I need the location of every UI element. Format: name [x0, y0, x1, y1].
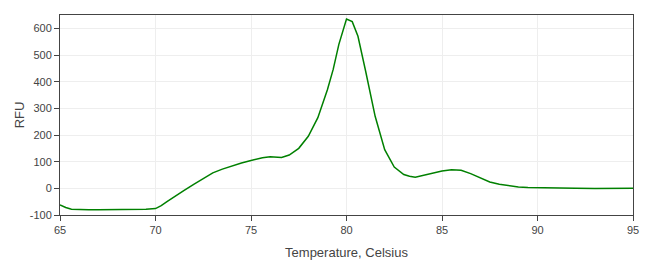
- svg-text:600: 600: [33, 22, 51, 34]
- svg-text:0: 0: [46, 182, 52, 194]
- svg-text:400: 400: [33, 76, 51, 88]
- svg-text:90: 90: [531, 224, 543, 236]
- svg-text:85: 85: [436, 224, 448, 236]
- svg-text:500: 500: [33, 49, 51, 61]
- svg-text:75: 75: [245, 224, 257, 236]
- svg-text:70: 70: [149, 224, 161, 236]
- svg-text:80: 80: [340, 224, 352, 236]
- svg-text:Temperature, Celsius: Temperature, Celsius: [285, 245, 408, 260]
- svg-text:300: 300: [33, 102, 51, 114]
- svg-text:100: 100: [33, 156, 51, 168]
- svg-text:65: 65: [54, 224, 66, 236]
- svg-text:95: 95: [627, 224, 639, 236]
- svg-text:200: 200: [33, 129, 51, 141]
- svg-text:RFU: RFU: [12, 102, 27, 129]
- svg-text:-100: -100: [30, 209, 52, 221]
